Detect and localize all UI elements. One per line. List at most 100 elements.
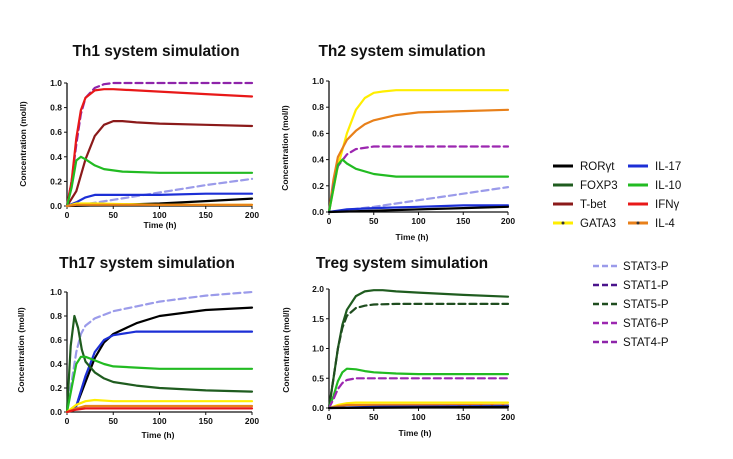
x-tick-label: 150 [199,416,213,426]
series-line-ifn-gamma [65,88,254,208]
series-line-il-17 [327,204,510,214]
x-tick-label: 200 [501,216,515,226]
x-axis-label: Time (h) [396,232,429,242]
y-tick-label: 0.6 [50,335,62,345]
x-tick-label: 200 [501,412,515,422]
y-tick-label: 0.0 [50,201,62,211]
x-axis-label: Time (h) [144,220,177,230]
legend-entry-stat5-p: STAT5-P [593,299,669,311]
legend-entry-t-bet: T-bet [553,199,607,211]
series-line-il-10 [327,367,510,410]
panel-th17: Th17 system simulation Concentration (mo… [16,255,259,440]
x-tick-label: 0 [65,416,70,426]
panel-th1: Th1 system simulation Concentration (mol… [18,43,259,230]
x-tick-label: 200 [245,210,259,220]
y-tick-label: 0.8 [50,311,62,321]
series-line-il-4 [65,203,254,208]
panel-title: Th17 system simulation [59,255,235,272]
series-line-gata3 [327,89,510,214]
legend-entry-gata3: GATA3 [553,218,616,230]
y-tick-label: 2.0 [312,284,324,294]
panel-th2: Th2 system simulation Concentration (mol… [280,43,515,242]
y-tick-label: 0.4 [50,359,62,369]
legend-label: IL-10 [655,180,681,192]
y-tick-label: 0.2 [50,176,62,186]
series-line-il-10 [65,355,254,414]
legend-label: STAT4-P [623,337,669,349]
series-line-il-10 [327,158,510,214]
x-tick-label: 150 [199,210,213,220]
panel-title: Th2 system simulation [318,43,485,60]
series-line-stat5-p [327,302,510,410]
legend-label: RORγt [580,161,615,173]
x-tick-label: 100 [411,412,425,422]
x-tick-label: 50 [109,416,119,426]
y-tick-label: 0.4 [312,155,324,165]
series-line-il-4 [327,108,510,214]
legend-entry-stat6-p: STAT6-P [593,318,669,330]
x-tick-label: 50 [369,412,379,422]
x-tick-label: 0 [327,216,332,226]
legend-entry-stat1-p: STAT1-P [593,280,669,292]
legend-entry-stat4-p: STAT4-P [593,337,669,349]
series-line-il-17 [65,330,254,414]
y-tick-label: 1.0 [50,78,62,88]
legend-label: IL-4 [655,218,675,230]
panel-title: Treg system simulation [316,255,488,272]
y-tick-label: 1.0 [312,344,324,354]
legend-label: STAT6-P [623,318,669,330]
y-tick-label: 0.6 [312,128,324,138]
y-tick-label: 0.0 [312,403,324,413]
x-tick-label: 0 [65,210,70,220]
series-line-stat4-p [65,81,254,208]
legend-label: T-bet [580,199,607,211]
legend-marker [636,221,640,225]
legend-label: STAT1-P [623,280,669,292]
legend-entry-il-17: IL-17 [628,161,681,173]
legend-entry-il-4: IL-4 [628,218,675,230]
y-axis-label: Concentration (mol/l) [280,105,290,191]
x-tick-label: 150 [456,412,470,422]
legend-entry-stat3-p: STAT3-P [593,261,669,273]
legend-marker [561,221,565,225]
y-axis-label: Concentration (mol/l) [281,307,291,393]
legend-label: STAT5-P [623,299,669,311]
y-tick-label: 0.8 [50,103,62,113]
series-line-il-17 [65,192,254,208]
legend-entry-ifn-gamma: IFNγ [628,199,680,211]
y-axis-label: Concentration (mol/l) [16,307,26,393]
y-tick-label: 1.5 [312,314,324,324]
series-line-stat6-p [327,145,510,214]
series-line-t-bet [65,119,254,208]
y-tick-label: 0.0 [50,407,62,417]
y-tick-label: 0.2 [312,181,324,191]
legend-label: FOXP3 [580,180,618,192]
series-line-ifn-gamma [65,407,254,414]
legend-label: STAT3-P [623,261,669,273]
legend-entry-foxp3: FOXP3 [553,180,618,192]
legend-entry-il-10: IL-10 [628,180,681,192]
x-tick-label: 100 [152,210,166,220]
series-line-foxp3 [65,314,254,414]
x-tick-label: 50 [369,216,379,226]
legend-label: GATA3 [580,218,616,230]
panel-treg: Treg system simulation Concentration (mo… [281,255,515,438]
series-line-stat6-p [327,377,510,410]
series-line-il-10 [65,155,254,208]
x-axis-label: Time (h) [142,430,175,440]
x-tick-label: 100 [152,416,166,426]
series-line-gata3 [65,398,254,414]
y-tick-label: 1.0 [312,76,324,86]
x-tick-label: 100 [411,216,425,226]
y-tick-label: 0.2 [50,383,62,393]
panel-title: Th1 system simulation [72,43,239,60]
series-line-gata3 [327,401,510,410]
y-tick-label: 0.4 [50,152,62,162]
series-line-ror-gammat [327,405,510,410]
series-line-ror-gammat [327,205,510,214]
x-tick-label: 50 [109,210,119,220]
series-line-stat3-p [65,290,254,414]
x-tick-label: 150 [456,216,470,226]
